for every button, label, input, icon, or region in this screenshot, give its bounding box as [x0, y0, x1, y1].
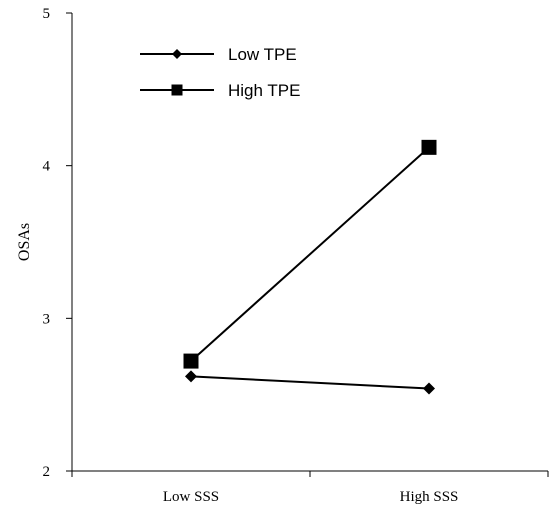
- legend-square-marker: [171, 84, 183, 96]
- y-axis-title: OSAs: [16, 223, 33, 261]
- series-line: [190, 375, 430, 390]
- data-point-square: [421, 139, 437, 155]
- data-point-square: [183, 353, 199, 369]
- legend-label: High TPE: [228, 81, 300, 100]
- y-tick-label: 2: [43, 464, 51, 480]
- y-tick-label: 4: [43, 159, 51, 175]
- axes: 2 3 4 5 Low SSS High SSS OSAs: [16, 6, 549, 505]
- data-point-diamond: [185, 370, 197, 383]
- y-tick-label: 3: [43, 311, 51, 327]
- x-tick-label: High SSS: [400, 489, 459, 505]
- x-tick-label: Low SSS: [163, 489, 219, 505]
- legend: Low TPE High TPE: [140, 45, 300, 100]
- legend-item: High TPE: [140, 81, 300, 100]
- series-layer: [183, 139, 437, 395]
- legend-diamond-marker: [172, 49, 182, 59]
- series-high-tpe: [183, 139, 437, 369]
- legend-item: Low TPE: [140, 45, 297, 64]
- series-low-tpe: [185, 370, 435, 395]
- y-tick-label: 5: [43, 6, 51, 22]
- data-point-diamond: [423, 382, 435, 395]
- series-line: [190, 146, 430, 362]
- legend-label: Low TPE: [228, 45, 297, 64]
